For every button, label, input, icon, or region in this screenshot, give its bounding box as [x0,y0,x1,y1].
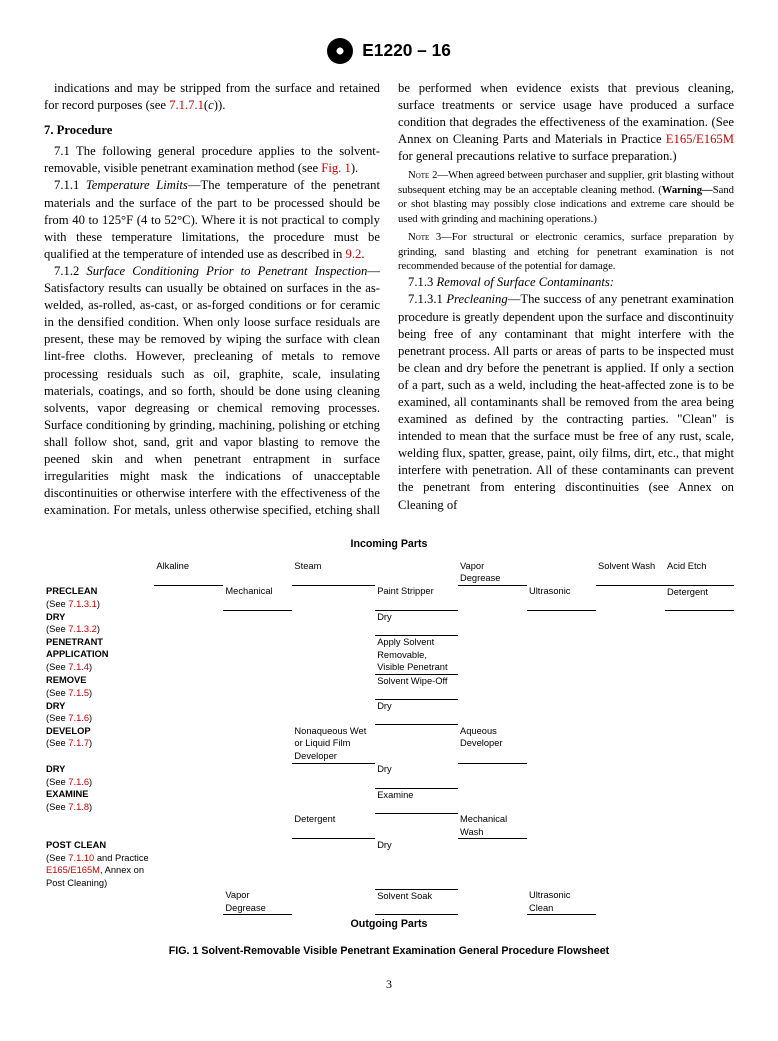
ref-link[interactable]: E165/E165M [666,132,734,146]
para-7-1: 7.1 The following general procedure appl… [44,143,380,177]
incoming-title: Incoming Parts [44,537,734,551]
para-7-1-3: 7.1.3 Removal of Surface Contaminants: [398,274,734,291]
section-7-heading: 7. Procedure [44,122,380,139]
page-number: 3 [44,976,734,992]
page-header: E1220 – 16 [44,38,734,64]
figure-caption: FIG. 1 Solvent-Removable Visible Penetra… [44,944,734,958]
flowchart: Incoming Parts AlkalineSteamVapor Degrea… [44,537,734,932]
ref-link[interactable]: 7.1.7.1 [169,98,204,112]
body-columns: indications and may be stripped from the… [44,80,734,519]
note-2: Note 2—When agreed between purchaser and… [398,169,734,227]
note-3: Note 3—For structural or electronic cera… [398,231,734,274]
fig-link[interactable]: Fig. 1 [321,161,351,175]
para-7-1-3-1: 7.1.3.1 Precleaning—The success of any p… [398,291,734,513]
standard-number: E1220 – 16 [362,39,451,62]
outgoing-title: Outgoing Parts [44,917,734,931]
flow-table: AlkalineSteamVapor DegreaseSolvent WashA… [44,560,734,916]
para-7-1-1: 7.1.1 Temperature Limits—The temperature… [44,177,380,262]
astm-logo [327,38,353,64]
continuation-para: indications and may be stripped from the… [44,80,380,114]
ref-link[interactable]: 9.2 [346,247,362,261]
